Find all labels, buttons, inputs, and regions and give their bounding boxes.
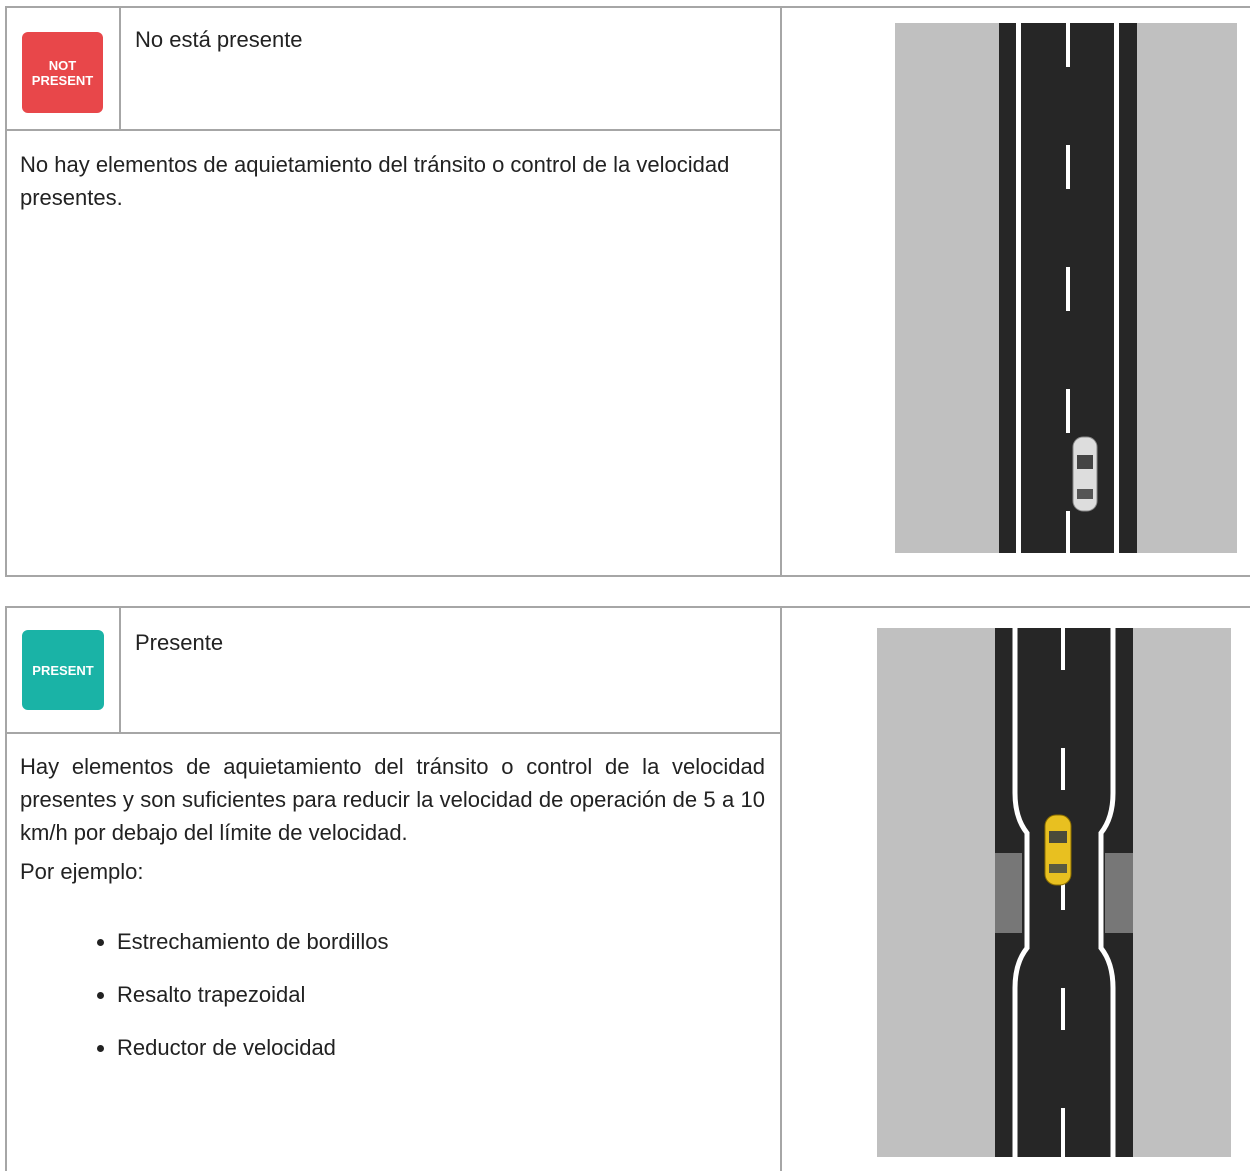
border bbox=[5, 606, 7, 1171]
badge-text: PRESENT bbox=[32, 662, 94, 678]
border bbox=[6, 129, 781, 131]
list-item: Estrechamiento de bordillos bbox=[117, 920, 388, 973]
description: Por ejemplo: bbox=[20, 859, 144, 884]
road-image bbox=[877, 628, 1231, 1157]
border bbox=[6, 606, 1250, 608]
border bbox=[6, 732, 781, 734]
road-image bbox=[895, 23, 1237, 553]
example-list: Estrechamiento de bordillos Resalto trap… bbox=[60, 920, 388, 1079]
badge: NOT PRESENT bbox=[22, 32, 103, 113]
badge: PRESENT bbox=[22, 630, 104, 710]
border bbox=[6, 575, 1250, 577]
border bbox=[119, 6, 121, 130]
description: No hay elementos de aquietamiento del tr… bbox=[20, 152, 730, 210]
list-item: Reductor de velocidad bbox=[117, 1026, 388, 1079]
border bbox=[6, 6, 1250, 8]
description: Hay elementos de aquietamiento del tráns… bbox=[20, 754, 765, 845]
badge-text: PRESENT bbox=[31, 72, 94, 88]
badge-text: NOT bbox=[48, 57, 77, 73]
list-item: Resalto trapezoidal bbox=[117, 973, 388, 1026]
border bbox=[780, 606, 782, 1171]
border bbox=[5, 6, 7, 577]
title: No está presente bbox=[135, 27, 303, 52]
title: Presente bbox=[135, 630, 224, 655]
border bbox=[780, 6, 782, 577]
border bbox=[119, 606, 121, 733]
